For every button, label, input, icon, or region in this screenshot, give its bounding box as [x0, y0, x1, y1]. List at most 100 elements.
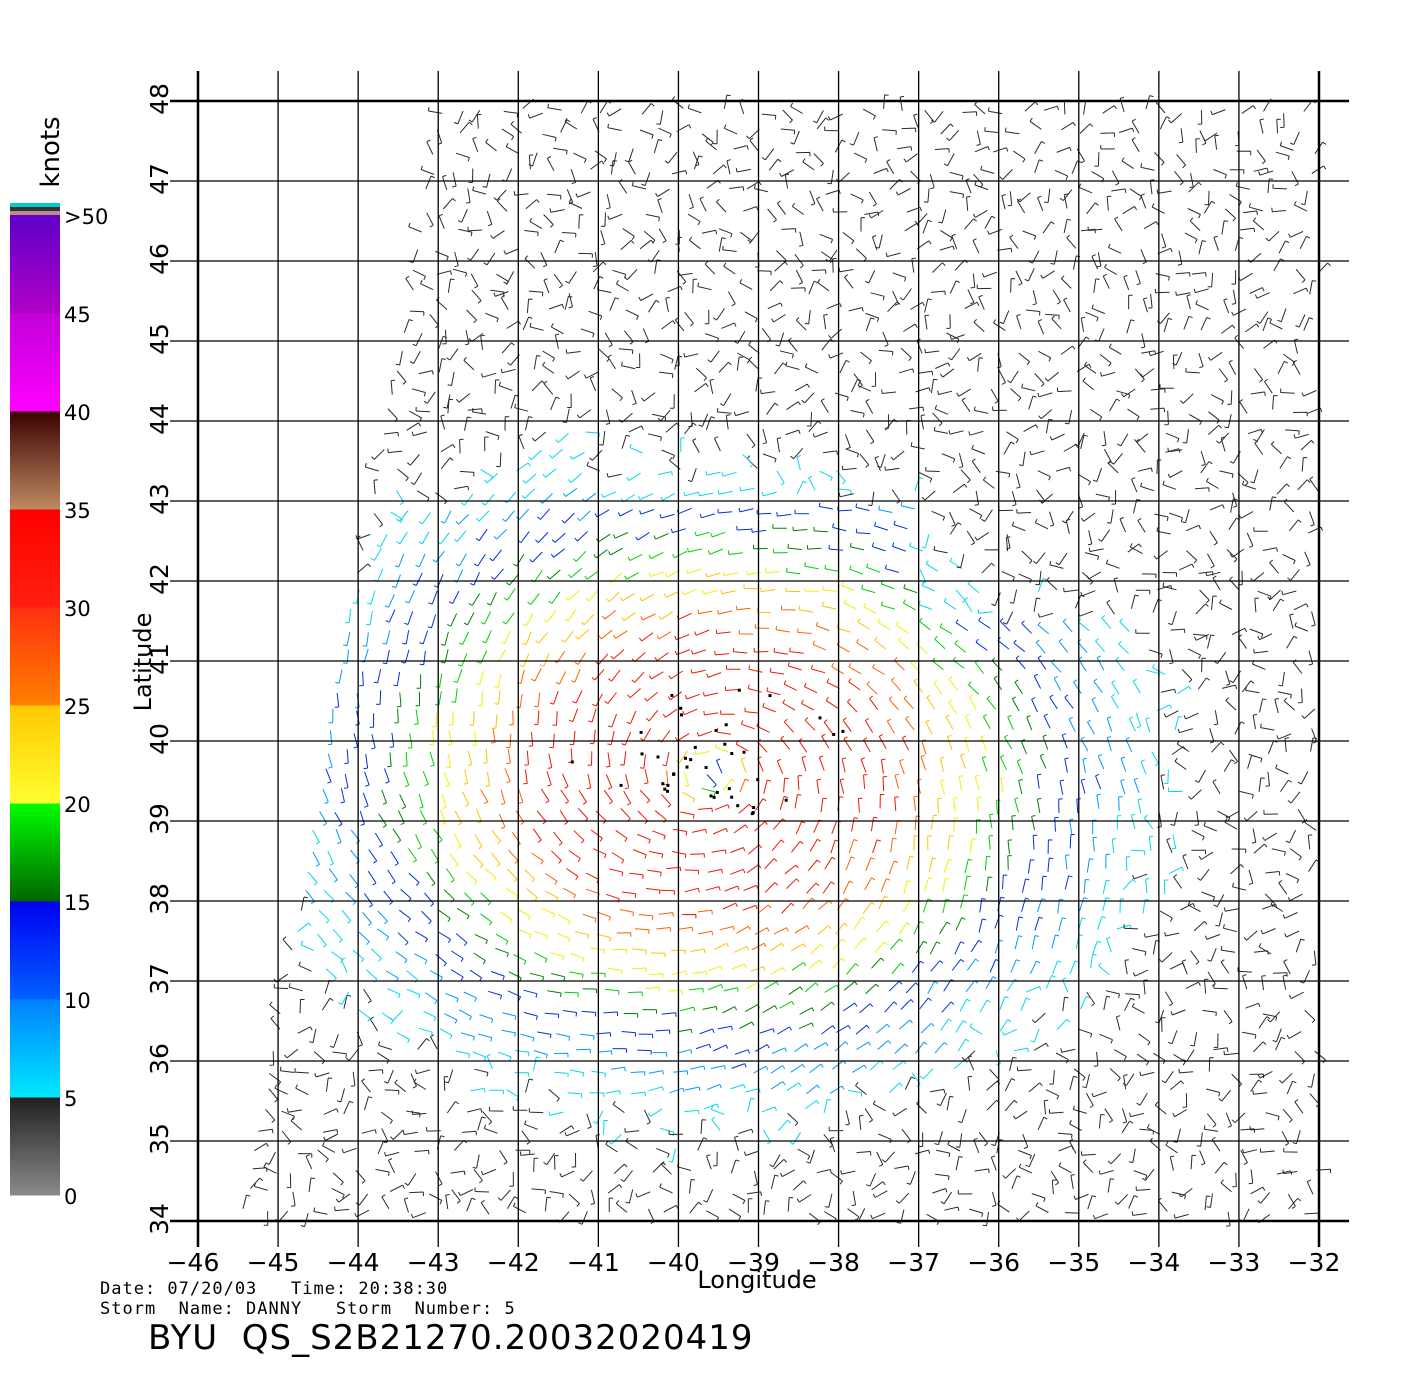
wind-barb: [1018, 1163, 1033, 1174]
wind-barb: [824, 564, 839, 572]
wind-barb: [1237, 634, 1248, 649]
wind-barb: [1131, 1211, 1147, 1216]
wind-barb: [1309, 511, 1315, 527]
wind-barb: [1010, 959, 1021, 973]
wind-barb: [709, 378, 714, 395]
wind-barb: [1199, 589, 1210, 604]
wind-barb: [871, 372, 877, 387]
wind-barb: [582, 988, 598, 994]
wind-barb: [815, 621, 830, 632]
wind-barb: [848, 839, 858, 853]
wind-barb: [438, 909, 451, 922]
wind-barb: [848, 663, 862, 675]
wind-barb: [528, 154, 534, 170]
wind-barb: [648, 850, 664, 859]
wind-barb: [515, 810, 525, 825]
wind-barb: [982, 714, 991, 730]
wind-barb: [838, 267, 854, 273]
wind-barb: [491, 568, 504, 580]
wind-barb: [312, 851, 320, 867]
wind-barb: [734, 1049, 750, 1055]
wind-barb: [435, 953, 447, 967]
wind-barb: [747, 230, 760, 243]
wind-barb: [975, 638, 988, 651]
wind-barb: [672, 550, 688, 559]
wind-barb: [688, 193, 694, 210]
wind-barb: [426, 871, 436, 887]
wind-barb: [1077, 336, 1090, 349]
wind-barb: [1056, 146, 1072, 153]
wind-barb: [930, 814, 938, 830]
wind-barb: [451, 1189, 461, 1204]
wind-barb: [1060, 345, 1076, 355]
wind-barb: [779, 1000, 795, 1009]
wind-barb: [966, 530, 976, 546]
wind-barb: [279, 1066, 295, 1073]
wind-barb: [701, 229, 718, 235]
wind-barb: [1027, 859, 1035, 874]
wind-barb: [1301, 457, 1308, 472]
wind-barb: [1294, 1050, 1306, 1065]
wind-barb: [448, 710, 454, 726]
colorbar-band: [10, 705, 60, 804]
wind-barb: [1080, 316, 1086, 332]
wind-barb: [706, 1154, 712, 1170]
wind-barb: [1220, 959, 1230, 974]
wind-barb: [1148, 649, 1163, 659]
wind-barb: [1016, 759, 1024, 775]
wind-barb: [809, 838, 821, 852]
wind-barb: [432, 712, 438, 728]
colorbar-tick-label: 25: [64, 695, 91, 719]
colorbar-tick-label: 35: [64, 499, 91, 523]
wind-barb: [796, 455, 801, 471]
wind-barb: [605, 1090, 621, 1095]
wind-barb: [658, 127, 672, 138]
wind-barb: [603, 790, 613, 805]
wind-barb: [567, 1092, 583, 1098]
wind-barb: [1051, 1179, 1057, 1195]
wind-barb: [797, 1148, 811, 1160]
wind-barb: [873, 136, 879, 152]
wind-barb: [571, 1152, 577, 1168]
wind-barb: [798, 738, 808, 753]
wind-barb: [1278, 880, 1288, 895]
wind-barb: [408, 848, 418, 863]
wind-barb: [1014, 797, 1019, 813]
wind-barb: [918, 472, 933, 483]
wind-barb: [1062, 618, 1073, 633]
wind-barb: [384, 1069, 394, 1084]
wind-barb: [403, 771, 410, 788]
wind-barb: [1080, 1151, 1096, 1156]
wind-barb: [497, 1189, 511, 1201]
wind-barb: [848, 678, 861, 691]
wind-barb: [746, 455, 758, 469]
wind-barb: [1295, 268, 1306, 283]
wind-barb: [1022, 230, 1037, 240]
wind-barb: [989, 959, 1000, 973]
wind-barb: [898, 922, 911, 935]
wind-barb: [1035, 1202, 1049, 1213]
colorbar-band: [10, 901, 60, 1000]
wind-barb: [1163, 710, 1179, 718]
rain-flag-dot: [693, 745, 697, 749]
wind-barb: [1121, 1120, 1134, 1134]
wind-barb: [583, 371, 599, 379]
wind-barb: [323, 1133, 339, 1141]
wind-barb: [943, 153, 955, 167]
wind-barb: [506, 749, 511, 765]
wind-barb: [981, 562, 995, 574]
wind-barb: [626, 472, 641, 482]
wind-barb: [718, 361, 732, 373]
wind-barb: [624, 1128, 640, 1133]
wind-barb: [300, 940, 314, 952]
wind-barb: [703, 1103, 719, 1110]
wind-barb: [425, 175, 435, 190]
wind-barb: [458, 1189, 474, 1197]
wind-barb: [797, 628, 812, 634]
wind-barb: [533, 1050, 548, 1059]
wind-barb: [865, 857, 875, 871]
wind-barb: [706, 1083, 722, 1091]
wind-barb: [616, 932, 632, 937]
wind-barb: [373, 513, 384, 528]
